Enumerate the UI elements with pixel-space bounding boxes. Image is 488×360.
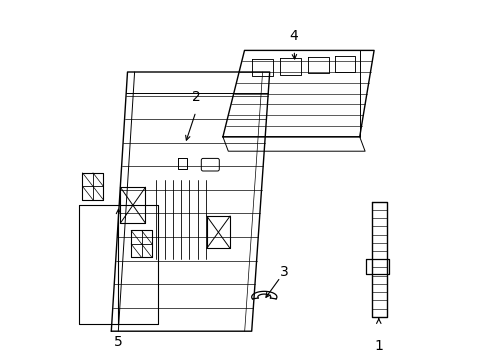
Text: 1: 1	[374, 339, 383, 352]
Text: 4: 4	[289, 29, 298, 43]
Text: 5: 5	[114, 335, 122, 349]
Text: 2: 2	[191, 90, 200, 104]
Text: 3: 3	[279, 265, 288, 279]
